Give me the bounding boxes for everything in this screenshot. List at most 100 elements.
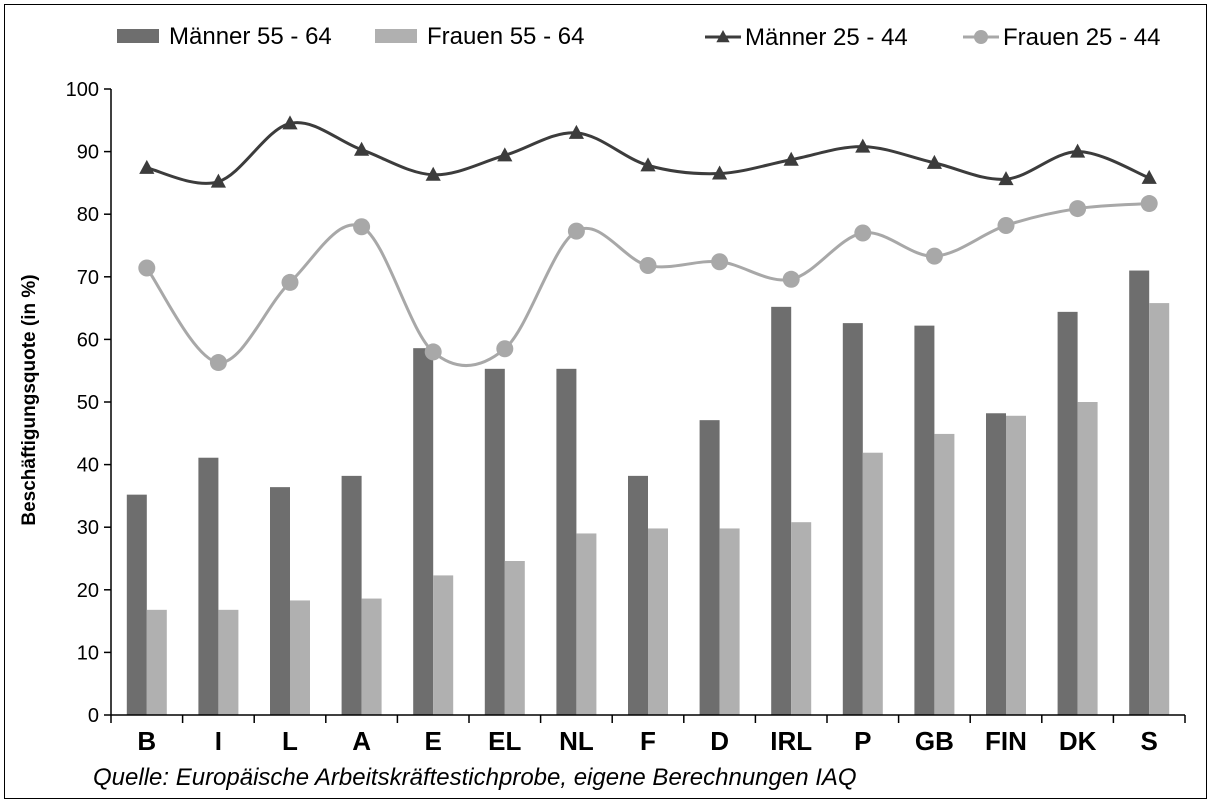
bar: [986, 413, 1006, 715]
line-point: [712, 165, 728, 180]
y-tick-label: 90: [77, 142, 99, 164]
bar: [433, 575, 454, 715]
x-tick-label: NL: [559, 726, 594, 756]
legend-swatch: [375, 29, 417, 43]
line-point: [782, 270, 800, 288]
line-point: [854, 224, 872, 242]
lines: [138, 115, 1158, 372]
line-point: [783, 151, 799, 166]
line-point: [925, 247, 943, 265]
line-point: [138, 259, 156, 277]
bar: [361, 598, 382, 715]
bar: [341, 475, 362, 715]
bar: [270, 487, 290, 715]
bar: [1149, 303, 1170, 715]
source-note: Quelle: Europäische Arbeitskräftestichpr…: [93, 764, 857, 791]
bar: [1129, 270, 1150, 715]
bar: [771, 306, 792, 715]
legend-label: Frauen 25 - 44: [1003, 24, 1160, 51]
line-point: [640, 157, 656, 172]
y-axis: 0 10 20 30 40 50 60 70 80 90 100: [66, 79, 112, 727]
line-point: [496, 340, 514, 358]
line-point: [567, 222, 585, 240]
bar: [699, 420, 720, 715]
legend-label: Männer 55 - 64: [169, 23, 332, 50]
line-point: [282, 115, 298, 130]
bar: [576, 533, 597, 715]
bar: [914, 325, 935, 715]
x-tick-label: IRL: [770, 726, 812, 756]
y-tick-label: 70: [77, 267, 99, 289]
x-tick-label: EL: [488, 726, 521, 756]
legend-marker: [974, 30, 988, 44]
legend-label: Frauen 55 - 64: [427, 23, 584, 50]
y-tick-label: 60: [77, 329, 99, 351]
x-tick-label: P: [854, 726, 871, 756]
x-tick-label: S: [1141, 726, 1158, 756]
line-point: [424, 343, 442, 361]
line-point: [209, 354, 227, 372]
line-point: [998, 171, 1014, 186]
bar: [218, 609, 239, 715]
x-axis: B I L A E EL NL F D IRL P GB FIN DK S: [110, 714, 1186, 756]
line-point: [497, 147, 513, 162]
y-tick-label: 30: [77, 517, 99, 539]
bar: [628, 475, 648, 715]
line-point: [139, 159, 155, 174]
line-point: [1140, 195, 1158, 213]
bar: [1057, 311, 1078, 715]
y-tick-label: 80: [77, 204, 99, 226]
bar: [934, 433, 955, 715]
bar: [413, 348, 434, 715]
line-point: [711, 253, 729, 271]
chart-frame: Männer 55 - 64 Frauen 55 - 64 Männer 25 - …: [4, 4, 1207, 799]
line-point: [926, 154, 942, 169]
line-point: [568, 124, 584, 139]
bar: [126, 494, 147, 715]
x-tick-label: FIN: [985, 726, 1027, 756]
line-point: [1070, 143, 1086, 158]
y-tick-label: 40: [77, 455, 99, 477]
bar: [719, 528, 740, 715]
bar: [862, 452, 883, 715]
x-tick-label: F: [640, 726, 656, 756]
x-tick-label: L: [282, 726, 298, 756]
y-tick-label: 10: [77, 642, 99, 664]
legend-swatch: [117, 29, 159, 43]
series-line: [146, 121, 1150, 185]
line-point: [281, 273, 299, 291]
line-point: [997, 216, 1015, 234]
bar: [791, 522, 812, 715]
line-point: [639, 257, 657, 275]
line-point: [1141, 169, 1157, 184]
line-point: [425, 166, 441, 181]
y-axis-label: Beschäftigungsquote (in %): [19, 274, 40, 525]
bar: [290, 600, 310, 715]
x-tick-label: DK: [1059, 726, 1097, 756]
x-tick-label: I: [215, 726, 222, 756]
y-tick-label: 50: [77, 392, 99, 414]
bar: [648, 528, 668, 715]
line-point: [210, 173, 226, 188]
line-point: [353, 218, 371, 236]
y-tick-label: 0: [88, 705, 99, 727]
bar: [1077, 402, 1098, 715]
bar: [1006, 415, 1026, 715]
bar: [556, 368, 577, 715]
line-point: [354, 141, 370, 156]
y-tick-label: 20: [77, 580, 99, 602]
x-tick-label: GB: [915, 726, 954, 756]
x-tick-label: D: [710, 726, 729, 756]
legend-label: Männer 25 - 44: [745, 24, 908, 51]
bar: [504, 561, 525, 715]
x-tick-label: E: [425, 726, 442, 756]
x-tick-label: A: [352, 726, 371, 756]
bar: [146, 609, 167, 715]
y-tick-label: 100: [66, 79, 99, 101]
bar: [198, 457, 219, 715]
bars: [126, 270, 1170, 715]
chart-svg: Männer 55 - 64 Frauen 55 - 64 Männer 25 - …: [19, 23, 1186, 791]
bar: [842, 323, 863, 715]
legend-marker: [716, 30, 730, 43]
legend: Männer 55 - 64 Frauen 55 - 64 Männer 25 - …: [117, 23, 1160, 51]
